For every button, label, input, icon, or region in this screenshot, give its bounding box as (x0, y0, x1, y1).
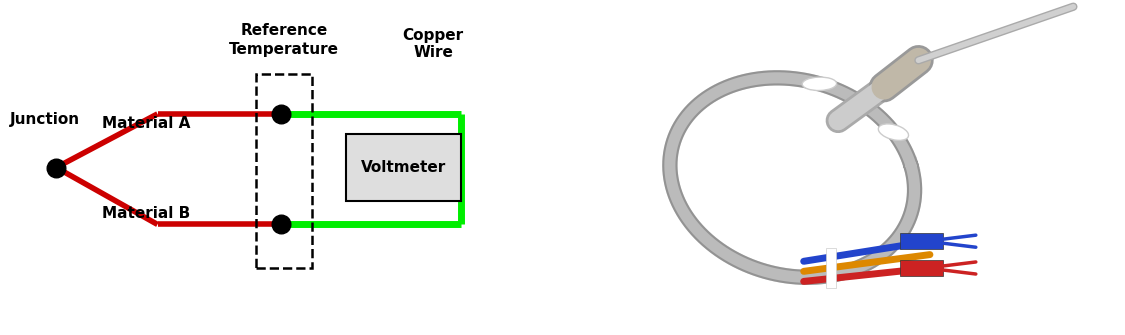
Ellipse shape (879, 124, 909, 140)
Text: Material B: Material B (102, 206, 190, 221)
FancyBboxPatch shape (900, 233, 943, 249)
Text: Reference
Temperature: Reference Temperature (229, 23, 339, 57)
Point (272, 111, 290, 117)
Point (47, 165, 65, 170)
FancyBboxPatch shape (826, 248, 836, 288)
Text: Voltmeter: Voltmeter (361, 160, 447, 175)
Text: Junction: Junction (10, 112, 80, 127)
FancyBboxPatch shape (346, 134, 461, 201)
Text: Material A: Material A (102, 116, 190, 131)
FancyBboxPatch shape (900, 260, 943, 276)
Point (272, 222, 290, 227)
Text: Copper
Wire: Copper Wire (403, 28, 464, 60)
Ellipse shape (802, 77, 837, 90)
